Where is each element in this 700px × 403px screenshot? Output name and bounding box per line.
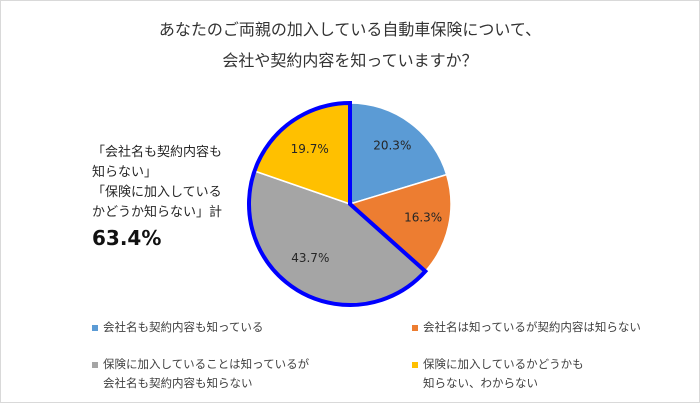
slice-know-both <box>349 102 448 206</box>
legend-marker-blue <box>92 325 98 331</box>
chart-title-line2: 会社や契約内容を知っていますか？ <box>222 51 478 70</box>
legend-item-know-company-only: 会社名は知っているが契約内容は知らない <box>412 318 641 337</box>
legend-label: 保険に加入していることは知っているが 会社名も契約内容も知らない <box>103 357 310 390</box>
callout-line4: かどうか知らない」計 <box>92 205 223 220</box>
data-label: 16.3% <box>404 210 442 224</box>
callout-annotation: 「会社名も契約内容も 知らない」 「保険に加入している かどうか知らない」計 6… <box>92 143 222 251</box>
legend-label: 会社名も契約内容も知っている <box>103 320 264 334</box>
legend-marker-gray <box>92 362 98 368</box>
callout-line3: 「保険に加入している <box>92 185 222 200</box>
data-label: 43.7% <box>291 251 329 265</box>
legend-label: 保険に加入しているかどうかも 知らない、わからない <box>423 357 584 390</box>
callout-total: 63.4% <box>92 226 162 250</box>
legend-label: 会社名は知っているが契約内容は知らない <box>423 320 641 334</box>
highlight-outline <box>247 100 429 307</box>
legend-item-know-insured-only: 保険に加入していることは知っているが 会社名も契約内容も知らない <box>92 355 309 393</box>
legend-item-dont-know: 保険に加入しているかどうかも 知らない、わからない <box>412 355 584 393</box>
callout-line1: 「会社名も契約内容も <box>92 145 223 160</box>
legend-marker-yellow <box>412 362 418 368</box>
pie-data-labels: 20.3% 16.3% 43.7% 19.7% <box>291 139 443 265</box>
callout-line2: 知らない」 <box>92 165 158 180</box>
slice-know-company-only <box>348 173 452 273</box>
data-label: 19.7% <box>291 142 329 156</box>
legend-marker-orange <box>412 325 418 331</box>
data-label: 20.3% <box>373 139 411 153</box>
chart-title-line1: あなたのご両親の加入している自動車保険について、 <box>158 20 542 39</box>
legend-item-know-both: 会社名も契約内容も知っている <box>92 318 263 337</box>
